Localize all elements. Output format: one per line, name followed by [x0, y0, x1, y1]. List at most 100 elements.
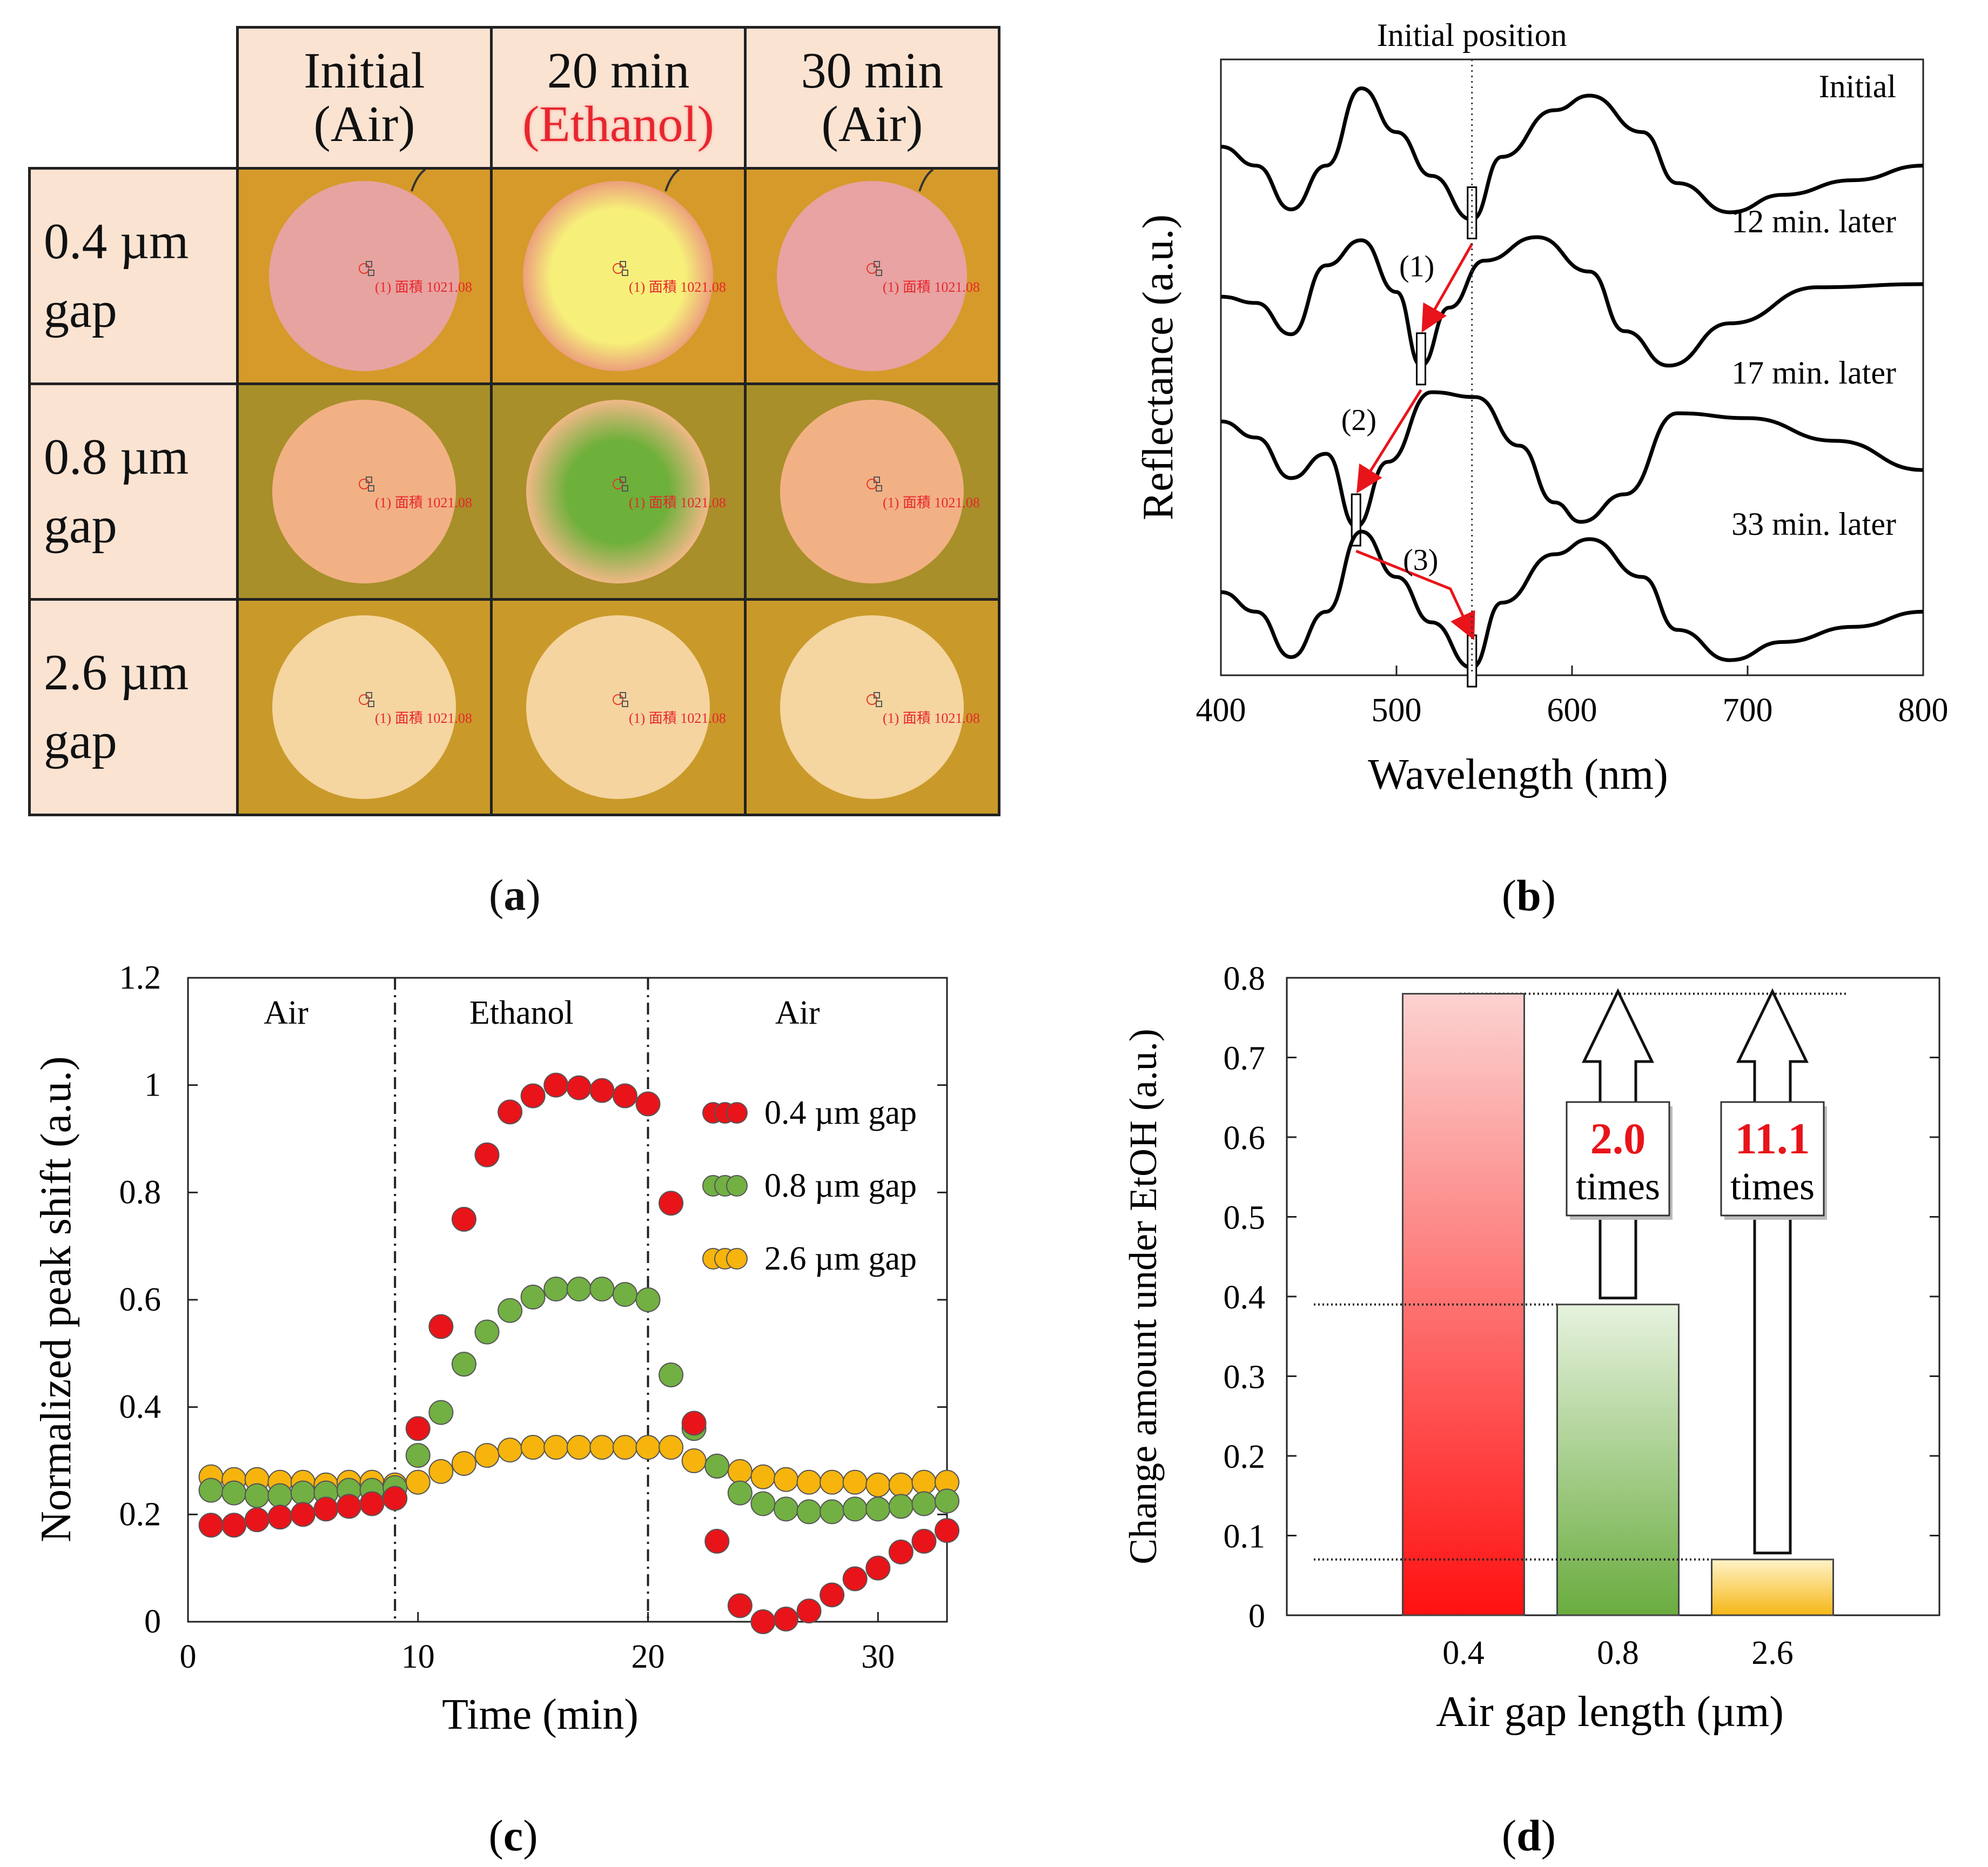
x-axis-label: Time (min) [442, 1691, 639, 1738]
micrograph-image: (1) 面積 1021.08 [493, 601, 744, 814]
area-annotation: (1) 面積 1021.08 [375, 495, 472, 511]
data-point [750, 1609, 776, 1634]
initial-position-label: Initial position [1377, 17, 1567, 53]
data-point [520, 1435, 546, 1460]
marker-box [876, 701, 882, 707]
y-tick-label: 0.2 [119, 1496, 162, 1533]
data-point [935, 1518, 959, 1543]
area-annotation: (1) 面積 1021.08 [883, 495, 980, 511]
data-point [727, 1459, 753, 1484]
data-point [842, 1469, 868, 1495]
micrograph-cell: (1) 面積 1021.08 [239, 170, 490, 382]
data-point [796, 1599, 822, 1624]
legend-marker [726, 1102, 748, 1124]
micrograph-image: (1) 面積 1021.08 [239, 385, 490, 598]
target-marker [359, 479, 370, 489]
phase-label: Ethanol [469, 995, 574, 1031]
x-tick-label: 20 [632, 1638, 665, 1675]
data-point [773, 1467, 798, 1492]
area-annotation: (1) 面積 1021.08 [375, 279, 472, 295]
panel-b-reflectance-chart: 400 500 600 700 800 Initial 12 min. later 17 m… [1134, 17, 1949, 918]
micrograph-image: (1) 面積 1021.08 [747, 601, 998, 814]
sample-disc [526, 615, 710, 799]
target-marker [613, 263, 623, 274]
target-marker [613, 479, 623, 489]
micrograph-cell: (1) 面積 1021.08 [493, 170, 744, 382]
marker-box [876, 270, 882, 276]
col-header-line2: (Air) [313, 96, 415, 152]
x-axis-label: Air gap length (µm) [1436, 1688, 1784, 1736]
data-point [888, 1472, 914, 1497]
row-header-2.6: 2.6 µm gap [28, 598, 239, 816]
data-point [267, 1505, 293, 1530]
y-tick-label: 0.7 [1224, 1040, 1266, 1077]
data-point [566, 1435, 592, 1460]
data-point [820, 1582, 845, 1608]
data-point [659, 1435, 684, 1460]
micrograph-cell: (1) 面積 1021.08 [747, 385, 998, 598]
data-point [451, 1352, 476, 1377]
data-point [543, 1277, 569, 1302]
bar [1556, 1304, 1680, 1616]
ratio-value: 2.0 [1590, 1114, 1646, 1163]
x-tick-label: 2.6 [1751, 1635, 1794, 1671]
micrograph-image: (1) 面積 1021.08 [239, 170, 490, 382]
data-point [382, 1486, 408, 1511]
sample-disc [777, 181, 967, 371]
row-header-line1: 0.4 µm [44, 213, 189, 270]
probe-wire [664, 170, 680, 192]
minimum-marker [1416, 332, 1426, 386]
spectrum-line [1220, 86, 1924, 221]
row-header-line1: 0.8 µm [44, 429, 189, 486]
col-header-line2: (Ethanol) [522, 96, 714, 152]
data-point [428, 1459, 454, 1484]
data-point [589, 1435, 615, 1460]
data-point [566, 1277, 592, 1302]
legend-label: 0.8 µm gap [764, 1167, 917, 1204]
micrograph-image: (1) 面積 1021.08 [239, 601, 490, 814]
probe-wire [411, 170, 426, 192]
data-point [290, 1502, 315, 1527]
marker-box [620, 692, 626, 699]
data-point [612, 1282, 637, 1307]
data-point [635, 1435, 661, 1460]
bar [1711, 1559, 1834, 1616]
x-tick-label: 500 [1372, 692, 1422, 729]
col-header-line1: Initial [304, 43, 425, 99]
data-point [474, 1142, 500, 1167]
data-point [520, 1083, 546, 1109]
y-tick-label: 0.6 [119, 1281, 162, 1318]
row-header-line2: gap [44, 498, 117, 554]
marker-box [876, 485, 882, 492]
sample-disc [780, 615, 964, 799]
row-header-line2: gap [44, 282, 117, 338]
data-point [635, 1091, 661, 1117]
data-point [681, 1411, 707, 1436]
data-point [244, 1483, 270, 1508]
micrograph-cell: (1) 面積 1021.08 [493, 385, 744, 598]
row-header-line1: 2.6 µm [44, 644, 189, 701]
marker-box [874, 261, 880, 267]
data-point [659, 1191, 684, 1216]
panel-d-bar-chart: 00.10.20.30.40.50.60.70.8 0.4 0.8 2.6 2.0t… [1121, 961, 1940, 1860]
data-point [911, 1529, 937, 1554]
x-tick-label: 0.4 [1442, 1635, 1485, 1671]
x-tick-label: 0.8 [1597, 1635, 1639, 1671]
data-point [543, 1072, 569, 1098]
legend-marker [726, 1175, 748, 1197]
data-point [498, 1298, 523, 1323]
caption-letter: a [503, 870, 526, 919]
col-header-line1: 20 min [547, 43, 690, 99]
spectrum-label: 33 min. later [1731, 506, 1896, 542]
micrograph-cell: (1) 面積 1021.08 [747, 601, 998, 814]
y-tick-label: 0.3 [1224, 1359, 1266, 1396]
caption-letter: c [503, 1811, 523, 1860]
target-marker [867, 479, 877, 489]
marker-box [368, 270, 374, 276]
x-tick-label: 10 [401, 1638, 435, 1675]
data-point [451, 1450, 476, 1476]
data-point [796, 1469, 822, 1495]
data-point [820, 1469, 845, 1495]
target-marker [867, 694, 877, 705]
data-point [911, 1491, 937, 1516]
